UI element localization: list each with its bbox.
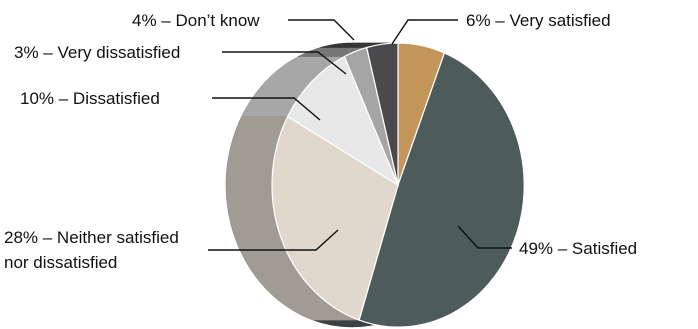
leader-neither <box>208 229 339 251</box>
label-neither-line2: nor dissatisfied <box>4 253 117 272</box>
slice-don-t-know <box>365 42 399 186</box>
label-very-dissatisfied: 3% – Very dissatisfied <box>14 43 180 62</box>
leader-dont-know <box>288 19 355 41</box>
pie-slices <box>271 42 525 328</box>
label-dont-know: 4% – Don’t know <box>132 11 260 30</box>
label-neither-line1: 28% – Neither satisfied <box>4 228 179 247</box>
slice-dissatisfied <box>286 55 400 187</box>
leader-dissatisfied <box>212 97 321 121</box>
label-very-satisfied: 6% – Very satisfied <box>466 11 611 30</box>
slice-satisfied <box>358 52 525 328</box>
label-leader-lines <box>208 19 512 251</box>
label-satisfied: 49% – Satisfied <box>519 239 637 258</box>
slice-labels: 6% – Very satisfied 49% – Satisfied 28% … <box>4 11 637 272</box>
leader-satisfied <box>457 225 512 249</box>
leader-very-satisfied <box>391 19 458 45</box>
leader-very-dissatisfied <box>222 51 347 75</box>
label-dissatisfied: 10% – Dissatisfied <box>20 89 160 108</box>
slice-neither-satisfied-nor-dissatisfied <box>271 115 399 321</box>
